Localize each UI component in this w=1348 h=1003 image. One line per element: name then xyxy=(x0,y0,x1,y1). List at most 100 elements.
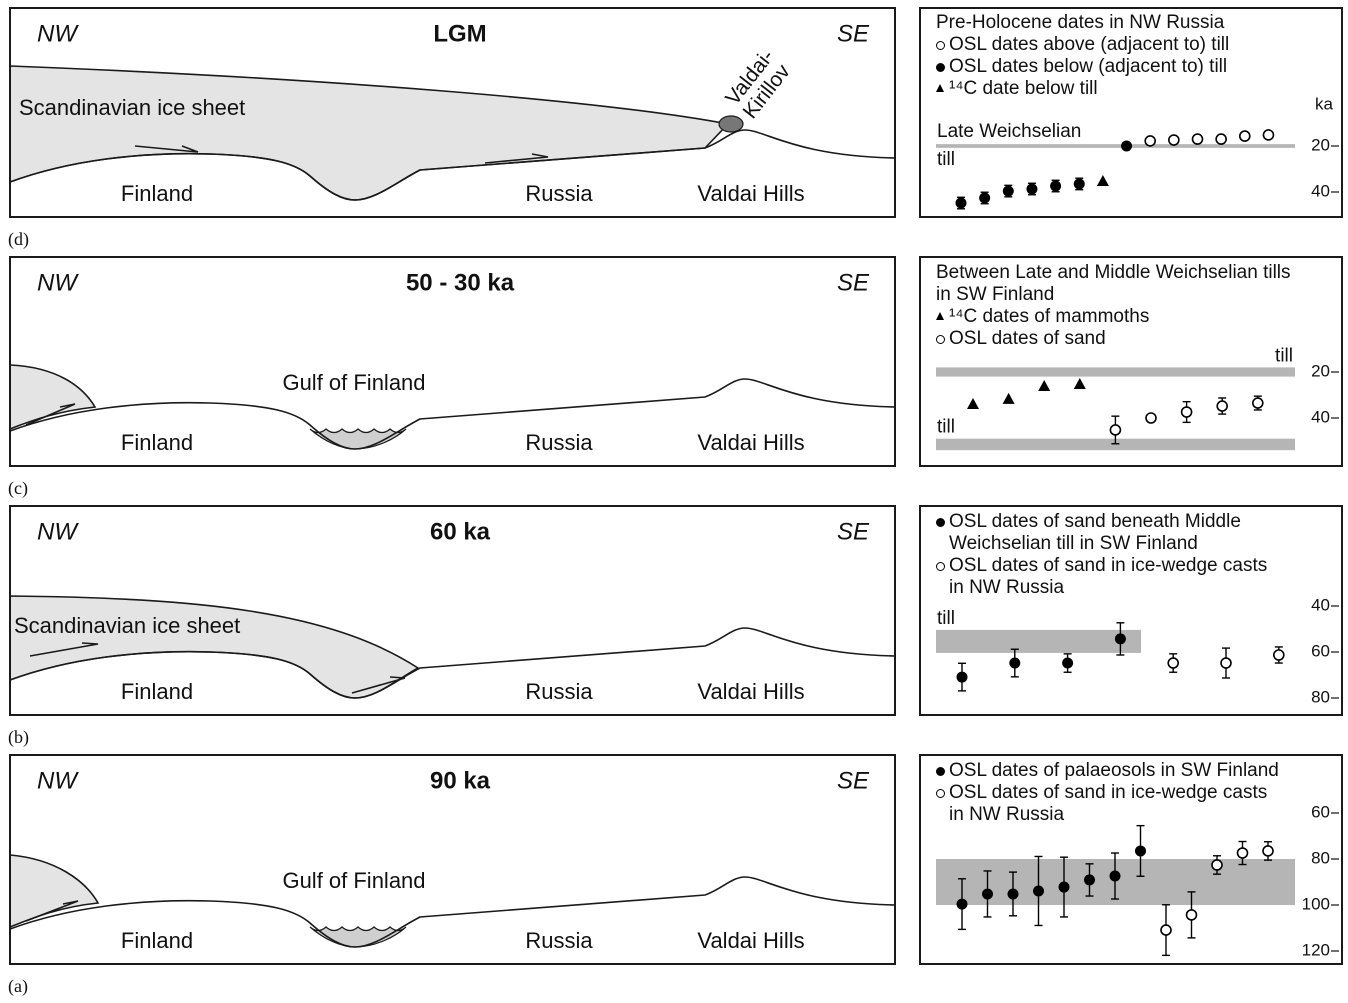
data-point xyxy=(956,198,967,209)
data-point xyxy=(1253,398,1263,408)
place-label: Finland xyxy=(121,679,193,704)
place-label: Valdai Hills xyxy=(697,181,804,206)
data-point xyxy=(1074,178,1085,189)
legend-entry: ¹⁴C date below till xyxy=(936,78,1229,100)
direction-label: SE xyxy=(837,269,870,296)
legend-text: ¹⁴C dates of mammoths xyxy=(949,306,1149,327)
chart-title: Between Late and Middle Weichselian till… xyxy=(936,262,1291,306)
legend-entry: OSL dates of sand in ice-wedge casts in … xyxy=(936,782,1279,826)
place-label: Russia xyxy=(525,181,593,206)
y-tick-label: 80 xyxy=(1311,848,1330,867)
data-point xyxy=(1169,135,1179,145)
data-point xyxy=(1221,658,1231,668)
diagram-title: 90 ka xyxy=(430,767,491,794)
legend-marker xyxy=(936,41,945,50)
direction-label: NW xyxy=(37,269,79,296)
figure-canvas: (d) NW LGM SE Finland Russia Valdai Hills Scand… xyxy=(0,0,1348,1003)
data-point xyxy=(967,398,979,409)
y-tick-label: 40 xyxy=(1311,407,1330,426)
ice-sheet-label: Scandinavian ice sheet xyxy=(19,95,245,120)
data-point xyxy=(1003,393,1015,404)
panel-label: (b) xyxy=(8,727,29,748)
place-label: Valdai Hills xyxy=(697,430,804,455)
diagram-title: 60 ka xyxy=(430,518,491,545)
direction-label: NW xyxy=(37,20,79,47)
legend: Between Late and Middle Weichselian till… xyxy=(936,262,1291,350)
legend-marker xyxy=(936,789,945,798)
y-tick-label: 100 xyxy=(1302,894,1330,913)
legend-marker xyxy=(936,518,945,527)
legend-marker xyxy=(936,335,945,344)
legend-entry: OSL dates of sand in ice-wedge casts in … xyxy=(936,555,1267,599)
legend-text: OSL dates of sand in ice-wedge casts in … xyxy=(949,555,1267,598)
legend-marker xyxy=(936,63,945,72)
y-tick-label: 120 xyxy=(1302,940,1330,959)
data-point xyxy=(957,672,968,683)
gulf-label: Gulf of Finland xyxy=(282,868,425,893)
panel-label: (c) xyxy=(8,478,28,499)
till-band xyxy=(936,367,1295,376)
legend-marker xyxy=(936,84,944,92)
chart-title: Pre-Holocene dates in NW Russia xyxy=(936,12,1229,34)
data-point xyxy=(1146,413,1156,423)
data-point xyxy=(1274,650,1284,660)
band-label: Late Weichselian xyxy=(937,121,1081,142)
data-point xyxy=(979,192,990,203)
data-point xyxy=(1182,407,1192,417)
direction-label: SE xyxy=(837,767,870,794)
legend-text: OSL dates of sand in ice-wedge casts in … xyxy=(949,782,1267,825)
till-band xyxy=(936,630,1141,653)
data-point xyxy=(1168,658,1178,668)
data-point xyxy=(1050,181,1061,192)
place-label: Russia xyxy=(525,928,593,953)
ice-sheet xyxy=(10,66,728,200)
data-point xyxy=(982,888,993,899)
data-point xyxy=(1135,845,1146,856)
y-tick-label: 60 xyxy=(1311,641,1330,660)
y-tick-label: 20 xyxy=(1311,361,1330,380)
ice-sheet-label: Scandinavian ice sheet xyxy=(14,613,240,638)
band-label: till xyxy=(937,608,955,629)
data-point xyxy=(1193,134,1203,144)
data-point xyxy=(1212,860,1222,870)
direction-label: SE xyxy=(837,518,870,545)
legend-text: OSL dates below (adjacent to) till xyxy=(949,56,1227,77)
data-point xyxy=(1216,134,1226,144)
place-label: Finland xyxy=(121,430,193,455)
data-point xyxy=(1074,378,1086,389)
legend-entry: ¹⁴C dates of mammoths xyxy=(936,306,1291,328)
gulf-water xyxy=(310,927,406,947)
data-point xyxy=(1161,925,1171,935)
figure: (d) NW LGM SE Finland Russia Valdai Hills Scand… xyxy=(0,0,1348,1003)
data-point xyxy=(1110,425,1120,435)
data-point xyxy=(1238,848,1248,858)
legend-entry: OSL dates of palaeosols in SW Finland xyxy=(936,760,1279,782)
data-point xyxy=(957,899,968,910)
legend: Pre-Holocene dates in NW Russia OSL dates… xyxy=(936,12,1229,100)
y-axis-label: ka xyxy=(1315,94,1334,113)
ice-sheet xyxy=(10,596,418,698)
data-point xyxy=(1062,658,1073,669)
legend-text: ¹⁴C date below till xyxy=(949,78,1098,99)
ice-sheet xyxy=(10,365,95,429)
gulf-label: Gulf of Finland xyxy=(282,370,425,395)
direction-label: SE xyxy=(837,20,870,47)
panel-label: (d) xyxy=(8,229,29,250)
till-band xyxy=(936,144,1295,148)
data-point xyxy=(1008,888,1019,899)
data-point xyxy=(1263,846,1273,856)
data-point xyxy=(1115,633,1126,644)
data-point xyxy=(1084,874,1095,885)
diagram-title: LGM xyxy=(433,20,486,47)
diagram-title: 50 - 30 ka xyxy=(406,269,515,296)
legend-entry: OSL dates below (adjacent to) till xyxy=(936,56,1229,78)
place-label: Valdai Hills xyxy=(697,928,804,953)
data-point xyxy=(1121,141,1132,152)
data-point xyxy=(1263,130,1273,140)
data-point xyxy=(1240,131,1250,141)
data-point xyxy=(1097,175,1109,186)
data-point xyxy=(1003,186,1014,197)
moraine xyxy=(719,116,743,132)
legend: OSL dates of sand beneath Middle Weichse… xyxy=(936,511,1267,599)
